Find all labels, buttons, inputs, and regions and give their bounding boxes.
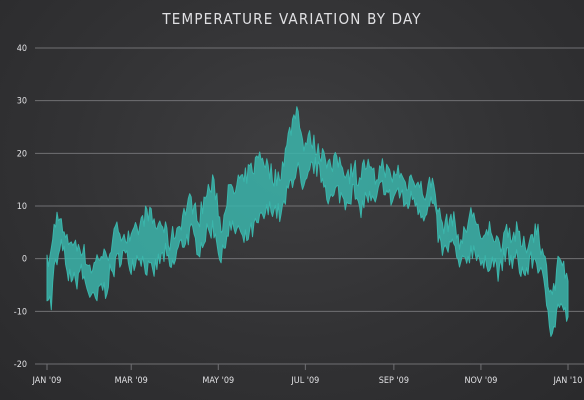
y-tick-label: 10 [17, 202, 27, 212]
x-tick-label: JAN '09 [32, 376, 62, 386]
x-axis: JAN '09 MAR '09 MAY '09 JUL '09 SEP '09 NOV '… [32, 364, 583, 386]
plot-area [47, 107, 568, 337]
y-tick-label: 0 [22, 255, 27, 265]
x-tick-label: SEP '09 [379, 376, 409, 386]
chart-title: TEMPERATURE VARIATION BY DAY [161, 10, 421, 28]
x-tick-label: NOV '09 [464, 376, 497, 386]
x-tick-label: MAY '09 [202, 376, 234, 386]
grid-lines [35, 48, 584, 364]
y-tick-label: 40 [17, 44, 27, 54]
y-tick-label: -20 [14, 360, 27, 370]
y-axis: 40 30 20 10 0 -10 -20 [14, 44, 27, 370]
y-tick-label: 20 [17, 149, 27, 159]
y-tick-label: -10 [14, 307, 27, 317]
x-tick-label: JUL '09 [290, 376, 319, 386]
y-tick-label: 30 [17, 97, 27, 107]
x-tick-label: MAR '09 [115, 376, 148, 386]
temperature-range-area [47, 107, 568, 337]
x-tick-label: JAN '10 [553, 376, 583, 386]
